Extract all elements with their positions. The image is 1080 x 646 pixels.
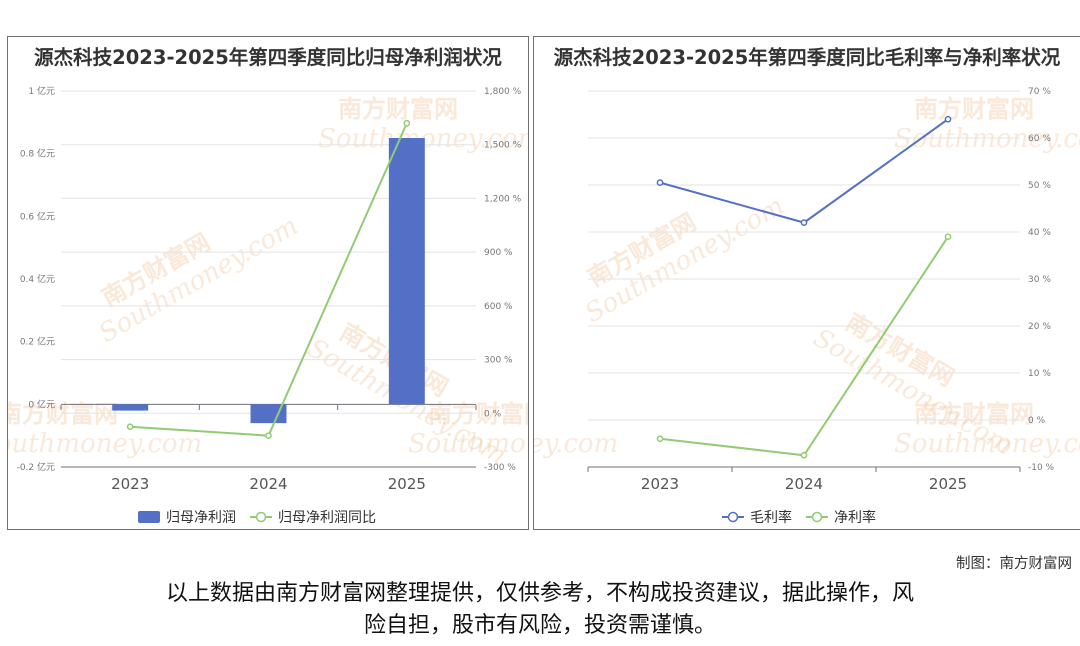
data-point: [265, 432, 272, 440]
watermark-en: Southmoney.com: [894, 429, 1080, 459]
chart-credit: 制图：南方财富网: [956, 556, 1072, 572]
y-right-tick-label: 30 %: [1028, 275, 1051, 285]
y-right-tick-label: 600 %: [484, 302, 513, 312]
y-right-tick-label: 0 %: [484, 409, 502, 419]
watermark-en: Southmoney.com: [408, 429, 529, 459]
data-point: [656, 179, 664, 186]
legend-label: 净利率: [834, 509, 876, 526]
chart-title: 源杰科技2023-2025年第四季度同比归母净利润状况: [34, 46, 502, 69]
watermark-en: Southmoney.com: [894, 124, 1080, 154]
data-point: [403, 119, 411, 127]
legend-swatch-marker: [811, 511, 823, 523]
margin-rate-chart: 南方财富网Southmoney.com南方财富网Southmoney.com南方…: [534, 87, 1080, 526]
watermark-cn: 南方财富网: [338, 95, 458, 123]
data-point: [800, 219, 808, 226]
data-point: [944, 233, 952, 241]
y-left-tick-label: 0 亿元: [28, 398, 55, 410]
watermark-cn: 南方财富网: [914, 400, 1034, 428]
y-right-tick-label: 0 %: [1028, 416, 1046, 426]
y-right-tick-label: 20 %: [1028, 322, 1051, 332]
legend-swatch-marker: [255, 511, 267, 523]
x-tick-label: 2025: [388, 475, 426, 493]
y-left-tick-label: 0.2 亿元: [20, 336, 55, 348]
y-left-tick-label: 0.8 亿元: [20, 148, 55, 160]
data-point: [944, 115, 952, 123]
disclaimer-line: 险自担，股市有风险，投资需谨慎。: [363, 613, 716, 638]
y-left-tick-label: 1 亿元: [28, 85, 55, 97]
legend-label: 归母净利润同比: [278, 509, 376, 526]
chart-title: 源杰科技2023-2025年第四季度同比毛利率与净利率状况: [553, 46, 1061, 69]
y-right-tick-label: 900 %: [484, 248, 513, 258]
watermark-en: Southmoney.com: [534, 429, 618, 459]
y-left-tick-label: -0.2 亿元: [17, 461, 55, 473]
watermark-cn: 南方财富网: [914, 95, 1034, 123]
bar: [250, 404, 287, 424]
y-right-tick-label: 1,800 %: [484, 87, 522, 97]
bar: [112, 404, 149, 411]
y-left-tick-label: 0.6 亿元: [20, 210, 55, 222]
chart-panel-net-profit: 南方财富网Southmoney.com南方财富网Southmoney.com南方…: [7, 36, 529, 530]
y-right-tick-label: -10 %: [1028, 463, 1055, 473]
legend-label: 毛利率: [750, 509, 792, 526]
y-right-tick-label: 1,200 %: [484, 194, 522, 204]
x-tick-label: 2024: [249, 475, 287, 493]
legend-label: 归母净利润: [166, 509, 236, 526]
x-tick-label: 2024: [785, 475, 823, 493]
net-profit-chart: 南方财富网Southmoney.com南方财富网Southmoney.com南方…: [8, 85, 529, 526]
y-right-tick-label: 60 %: [1028, 134, 1051, 144]
y-right-tick-label: 70 %: [1028, 87, 1051, 97]
chart-panel-margins: 南方财富网Southmoney.com南方财富网Southmoney.com南方…: [533, 36, 1080, 530]
data-point: [126, 423, 134, 431]
legend-swatch: [138, 511, 160, 523]
data-point: [656, 435, 664, 443]
y-right-tick-label: 300 %: [484, 356, 513, 366]
bar: [388, 138, 425, 405]
y-right-tick-label: 50 %: [1028, 181, 1051, 191]
y-right-tick-label: 10 %: [1028, 369, 1051, 379]
x-tick-label: 2023: [111, 475, 149, 493]
watermark-en: Southmoney.com: [8, 429, 202, 459]
y-right-tick-label: 40 %: [1028, 228, 1051, 238]
y-right-tick-label: -300 %: [484, 463, 516, 473]
y-right-tick-label: 1,500 %: [484, 141, 522, 151]
disclaimer-line: 以上数据由南方财富网整理提供，仅供参考，不构成投资建议，据此操作，风: [165, 581, 914, 606]
legend-swatch-marker: [727, 511, 739, 523]
disclaimer: 以上数据由南方财富网整理提供，仅供参考，不构成投资建议，据此操作，风 险自担，股…: [60, 578, 1020, 642]
y-left-tick-label: 0.4 亿元: [20, 273, 55, 285]
x-tick-label: 2025: [929, 475, 967, 493]
x-tick-label: 2023: [641, 475, 679, 493]
data-point: [800, 451, 808, 459]
